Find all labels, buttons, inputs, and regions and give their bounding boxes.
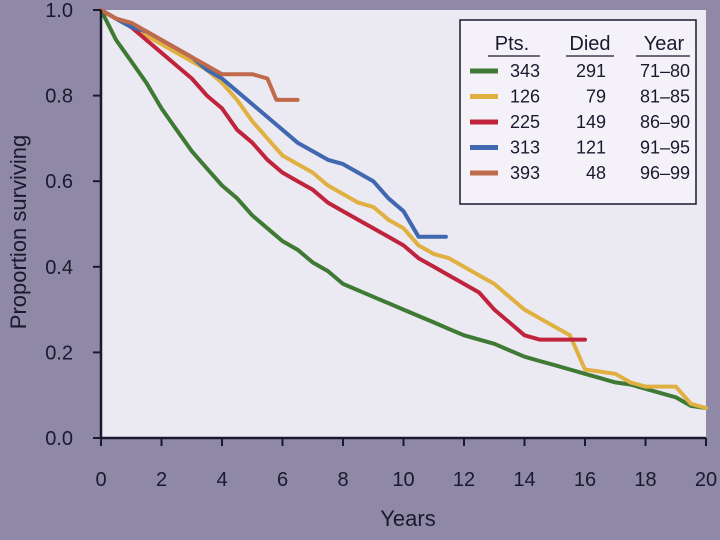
- series-line-71-80: [99, 8, 708, 410]
- y-tick-label-0-6: 0.6: [45, 171, 73, 193]
- x-tick-label-4: 4: [216, 469, 227, 491]
- x-tick-label-2: 2: [156, 469, 167, 491]
- series-group: [99, 8, 708, 410]
- legend-pts-71-80: 343: [510, 61, 540, 81]
- ticks-group: 0 2 4 6 8 10 12 14 16 18 20 0.0 0.2 0.4 0.6 0.8 1.0: [45, 0, 717, 491]
- x-tick-label-18: 18: [634, 469, 656, 491]
- legend-header-died: Died: [569, 33, 610, 55]
- legend-died-81-85: 79: [586, 87, 606, 107]
- legend-pts-96-99: 393: [510, 163, 540, 183]
- x-tick-label-0: 0: [95, 469, 106, 491]
- legend-box: [459, 19, 697, 205]
- legend-pts-81-85: 126: [510, 87, 540, 107]
- series-line-96-99: [99, 8, 300, 102]
- legend-year-96-99: 96–99: [640, 163, 690, 183]
- legend-died-96-99: 48: [586, 163, 606, 183]
- legend-year-86-90: 86–90: [640, 112, 690, 132]
- legend-header-pts: Pts.: [495, 33, 529, 55]
- x-tick-label-10: 10: [392, 469, 414, 491]
- series-line-86-90: [99, 8, 587, 342]
- x-axis-title: Years: [380, 506, 435, 531]
- y-tick-label-1-0: 1.0: [45, 0, 73, 22]
- legend-pts-86-90: 225: [510, 112, 540, 132]
- x-tick-label-20: 20: [695, 469, 717, 491]
- y-axis-title: Proportion surviving: [6, 135, 31, 329]
- x-tick-label-16: 16: [574, 469, 596, 491]
- series-line-81-85: [99, 8, 708, 410]
- legend-died-86-90: 149: [576, 112, 606, 132]
- x-tick-label-6: 6: [277, 469, 288, 491]
- legend: Pts. Died Year 343 291 71–80 126 79 81–85 225 1…: [459, 19, 697, 205]
- y-tick-label-0-4: 0.4: [45, 257, 73, 279]
- x-tick-label-14: 14: [513, 469, 535, 491]
- y-tick-label-0-2: 0.2: [45, 342, 73, 364]
- x-tick-label-12: 12: [453, 469, 475, 491]
- legend-year-91-95: 91–95: [640, 138, 690, 158]
- y-tick-label-0-8: 0.8: [45, 86, 73, 108]
- legend-year-71-80: 71–80: [640, 61, 690, 81]
- legend-pts-91-95: 313: [510, 138, 540, 158]
- legend-header-year: Year: [644, 33, 685, 55]
- legend-year-81-85: 81–85: [640, 87, 690, 107]
- legend-rows: 343 291 71–80 126 79 81–85 225 149 86–90 313 121 91…: [470, 61, 690, 183]
- x-tick-label-8: 8: [337, 469, 348, 491]
- y-tick-label-0-0: 0.0: [45, 428, 73, 450]
- legend-died-91-95: 121: [576, 138, 606, 158]
- legend-died-71-80: 291: [576, 61, 606, 81]
